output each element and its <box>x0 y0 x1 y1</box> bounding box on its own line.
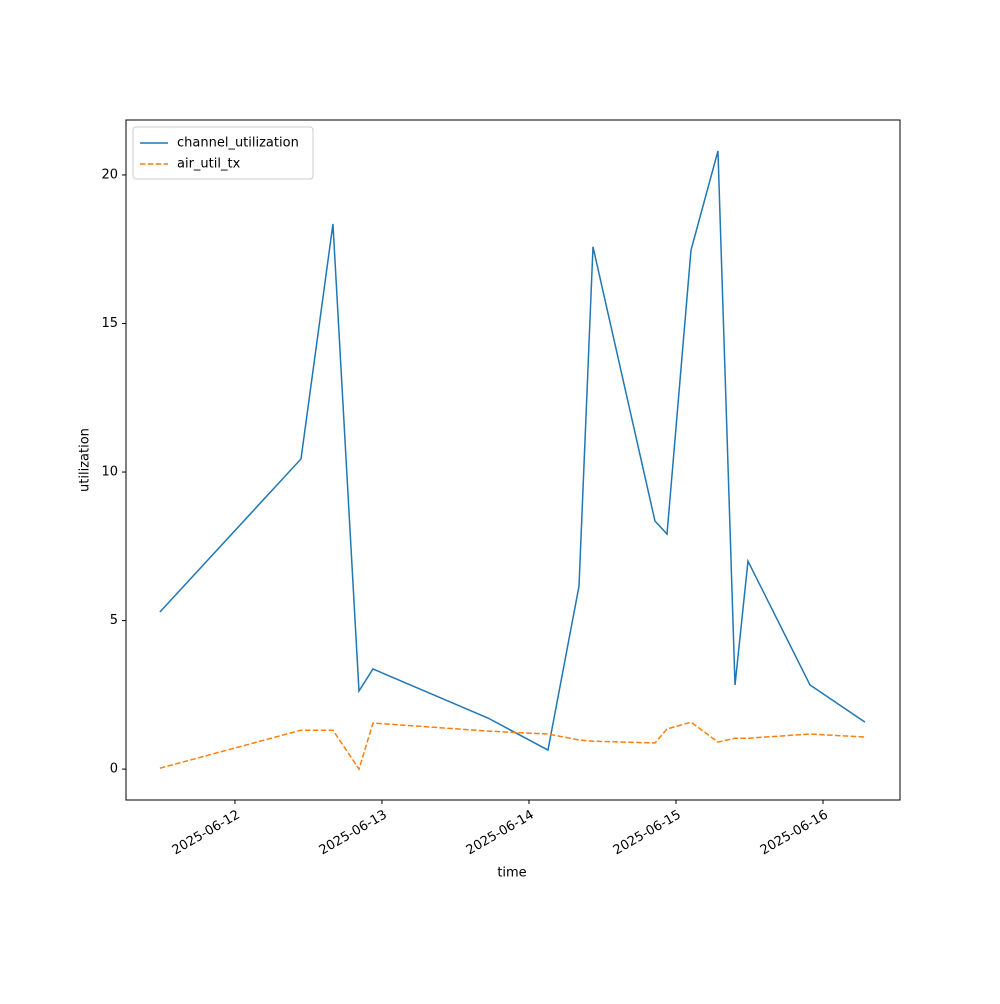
line-series <box>159 721 866 771</box>
y-tick-label: 15 <box>101 316 118 331</box>
legend-label: air_util_tx <box>177 157 241 172</box>
legend: channel_utilization air_util_tx <box>132 126 314 180</box>
y-tick-label: 5 <box>110 613 118 628</box>
y-tick-label: 10 <box>101 465 118 480</box>
x-axis-label: time <box>497 866 526 881</box>
line-series <box>159 150 866 752</box>
y-tick-label: 0 <box>110 762 118 777</box>
y-axis-label: utilization <box>78 428 93 492</box>
legend-label: channel_utilization <box>177 136 299 151</box>
legend-box <box>132 126 314 180</box>
axes-frame <box>125 119 901 801</box>
y-tick-label: 20 <box>101 167 118 182</box>
